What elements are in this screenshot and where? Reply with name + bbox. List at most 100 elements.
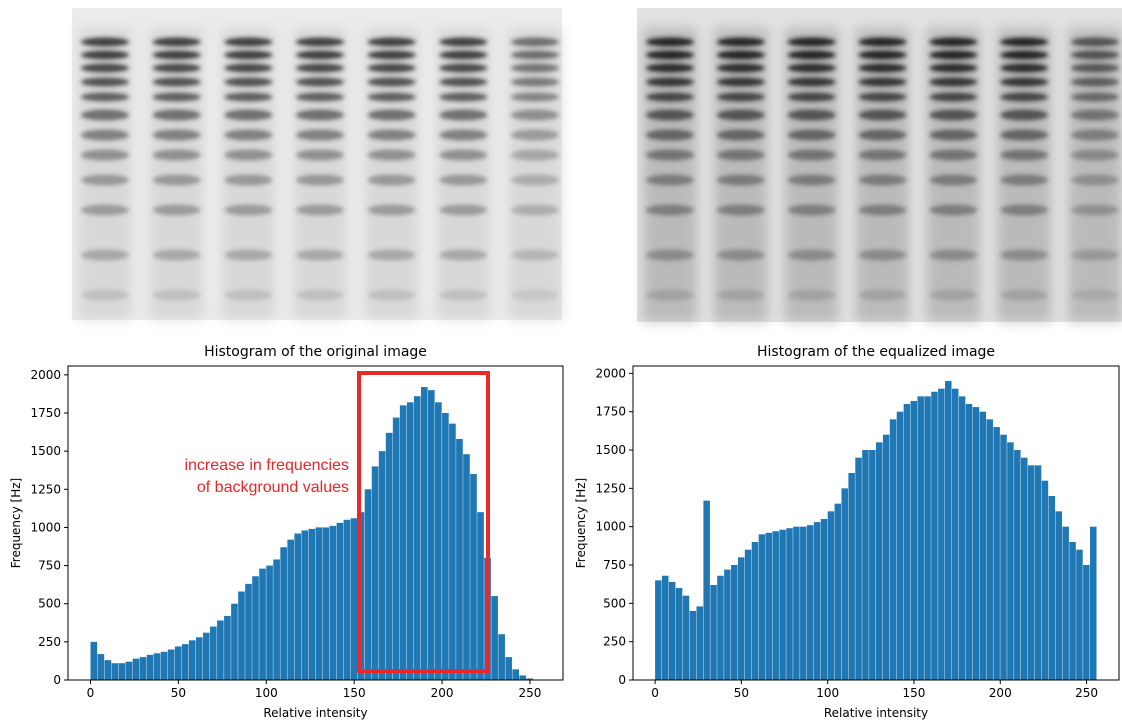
gel-band [858, 249, 907, 261]
bar [392, 417, 400, 680]
gel-band [439, 174, 488, 186]
gel-band [367, 92, 416, 102]
gel-band [929, 149, 978, 161]
bar [786, 528, 793, 680]
bar [765, 532, 773, 680]
bar [1034, 465, 1042, 680]
bar [238, 591, 245, 680]
y-axis-label: Frequency [Hz] [9, 478, 23, 569]
gel-band [858, 77, 907, 87]
gel-band [439, 63, 488, 73]
gel-band [367, 50, 416, 60]
bar [294, 533, 302, 680]
gel-band [296, 63, 344, 73]
gel-band [716, 149, 765, 161]
gel-band [929, 37, 978, 47]
gel-band [716, 204, 765, 216]
gel-band [1071, 37, 1119, 47]
bar [378, 451, 386, 680]
bar [882, 434, 890, 680]
bar [118, 663, 126, 680]
bar [834, 503, 842, 680]
gel-band [81, 37, 129, 47]
gel-band [81, 289, 129, 301]
bar [689, 611, 697, 680]
gel-band [1071, 129, 1119, 141]
gel-band [511, 109, 559, 121]
bar [1020, 457, 1028, 680]
x-tick-label: 50 [171, 686, 186, 700]
gel-band [929, 129, 978, 141]
bar [428, 390, 435, 680]
bar [132, 658, 140, 680]
bar [772, 531, 779, 680]
gel-band [439, 129, 488, 141]
bar [813, 522, 821, 680]
gel-band [1000, 249, 1049, 261]
bar [273, 559, 280, 680]
gel-band [787, 174, 836, 186]
gel-band [716, 63, 765, 73]
gel-band [787, 289, 836, 301]
gel-band [646, 50, 694, 60]
y-tick-label: 750 [603, 558, 626, 572]
x-tick-label: 100 [255, 686, 278, 700]
bar [97, 654, 105, 680]
bar [931, 391, 938, 680]
gel-band [81, 63, 129, 73]
y-tick-label: 1500 [595, 443, 626, 457]
gel-band [367, 174, 416, 186]
bar [90, 641, 98, 680]
gel-band [1071, 249, 1119, 261]
bar [280, 547, 287, 680]
bar [357, 512, 365, 680]
bar [505, 657, 512, 680]
bar [682, 595, 690, 680]
bar [470, 474, 477, 680]
bar [153, 653, 161, 680]
bar [167, 649, 175, 680]
bar [181, 644, 189, 680]
bar [343, 519, 351, 680]
gel-band [224, 149, 273, 161]
gel-band [787, 37, 836, 47]
x-tick-label: 200 [989, 686, 1012, 700]
chart-title: Histogram of the equalized image [757, 344, 995, 360]
gel-band [646, 63, 694, 73]
gel-band [787, 63, 836, 73]
bar [862, 450, 869, 680]
gel-band [367, 204, 416, 216]
gel-band [439, 289, 488, 301]
gel-band [296, 77, 344, 87]
gel-band [716, 129, 765, 141]
bar [245, 583, 252, 680]
bar [449, 423, 456, 680]
bar [945, 381, 952, 680]
gel-band [1071, 109, 1119, 121]
bar [385, 432, 393, 680]
bar [266, 565, 273, 680]
gel-band [858, 50, 907, 60]
bar [1000, 434, 1007, 680]
gel-band [224, 77, 273, 87]
x-tick-label: 150 [903, 686, 926, 700]
gel-band [929, 249, 978, 261]
x-tick-label: 250 [519, 686, 542, 700]
gel-band [646, 77, 694, 87]
bar [224, 615, 231, 680]
bar [420, 387, 428, 680]
bar [1055, 511, 1062, 680]
gel-band [367, 63, 416, 73]
gel-band [367, 37, 416, 47]
gel-band [858, 149, 907, 161]
gel-band [152, 289, 201, 301]
bar [668, 581, 676, 680]
gel-band [296, 50, 344, 60]
gel-lane [508, 28, 562, 320]
bar [820, 519, 828, 680]
gel-band [1000, 37, 1049, 47]
bar [917, 396, 924, 680]
bar [463, 454, 470, 680]
bar [1014, 450, 1021, 680]
bar [965, 404, 973, 680]
